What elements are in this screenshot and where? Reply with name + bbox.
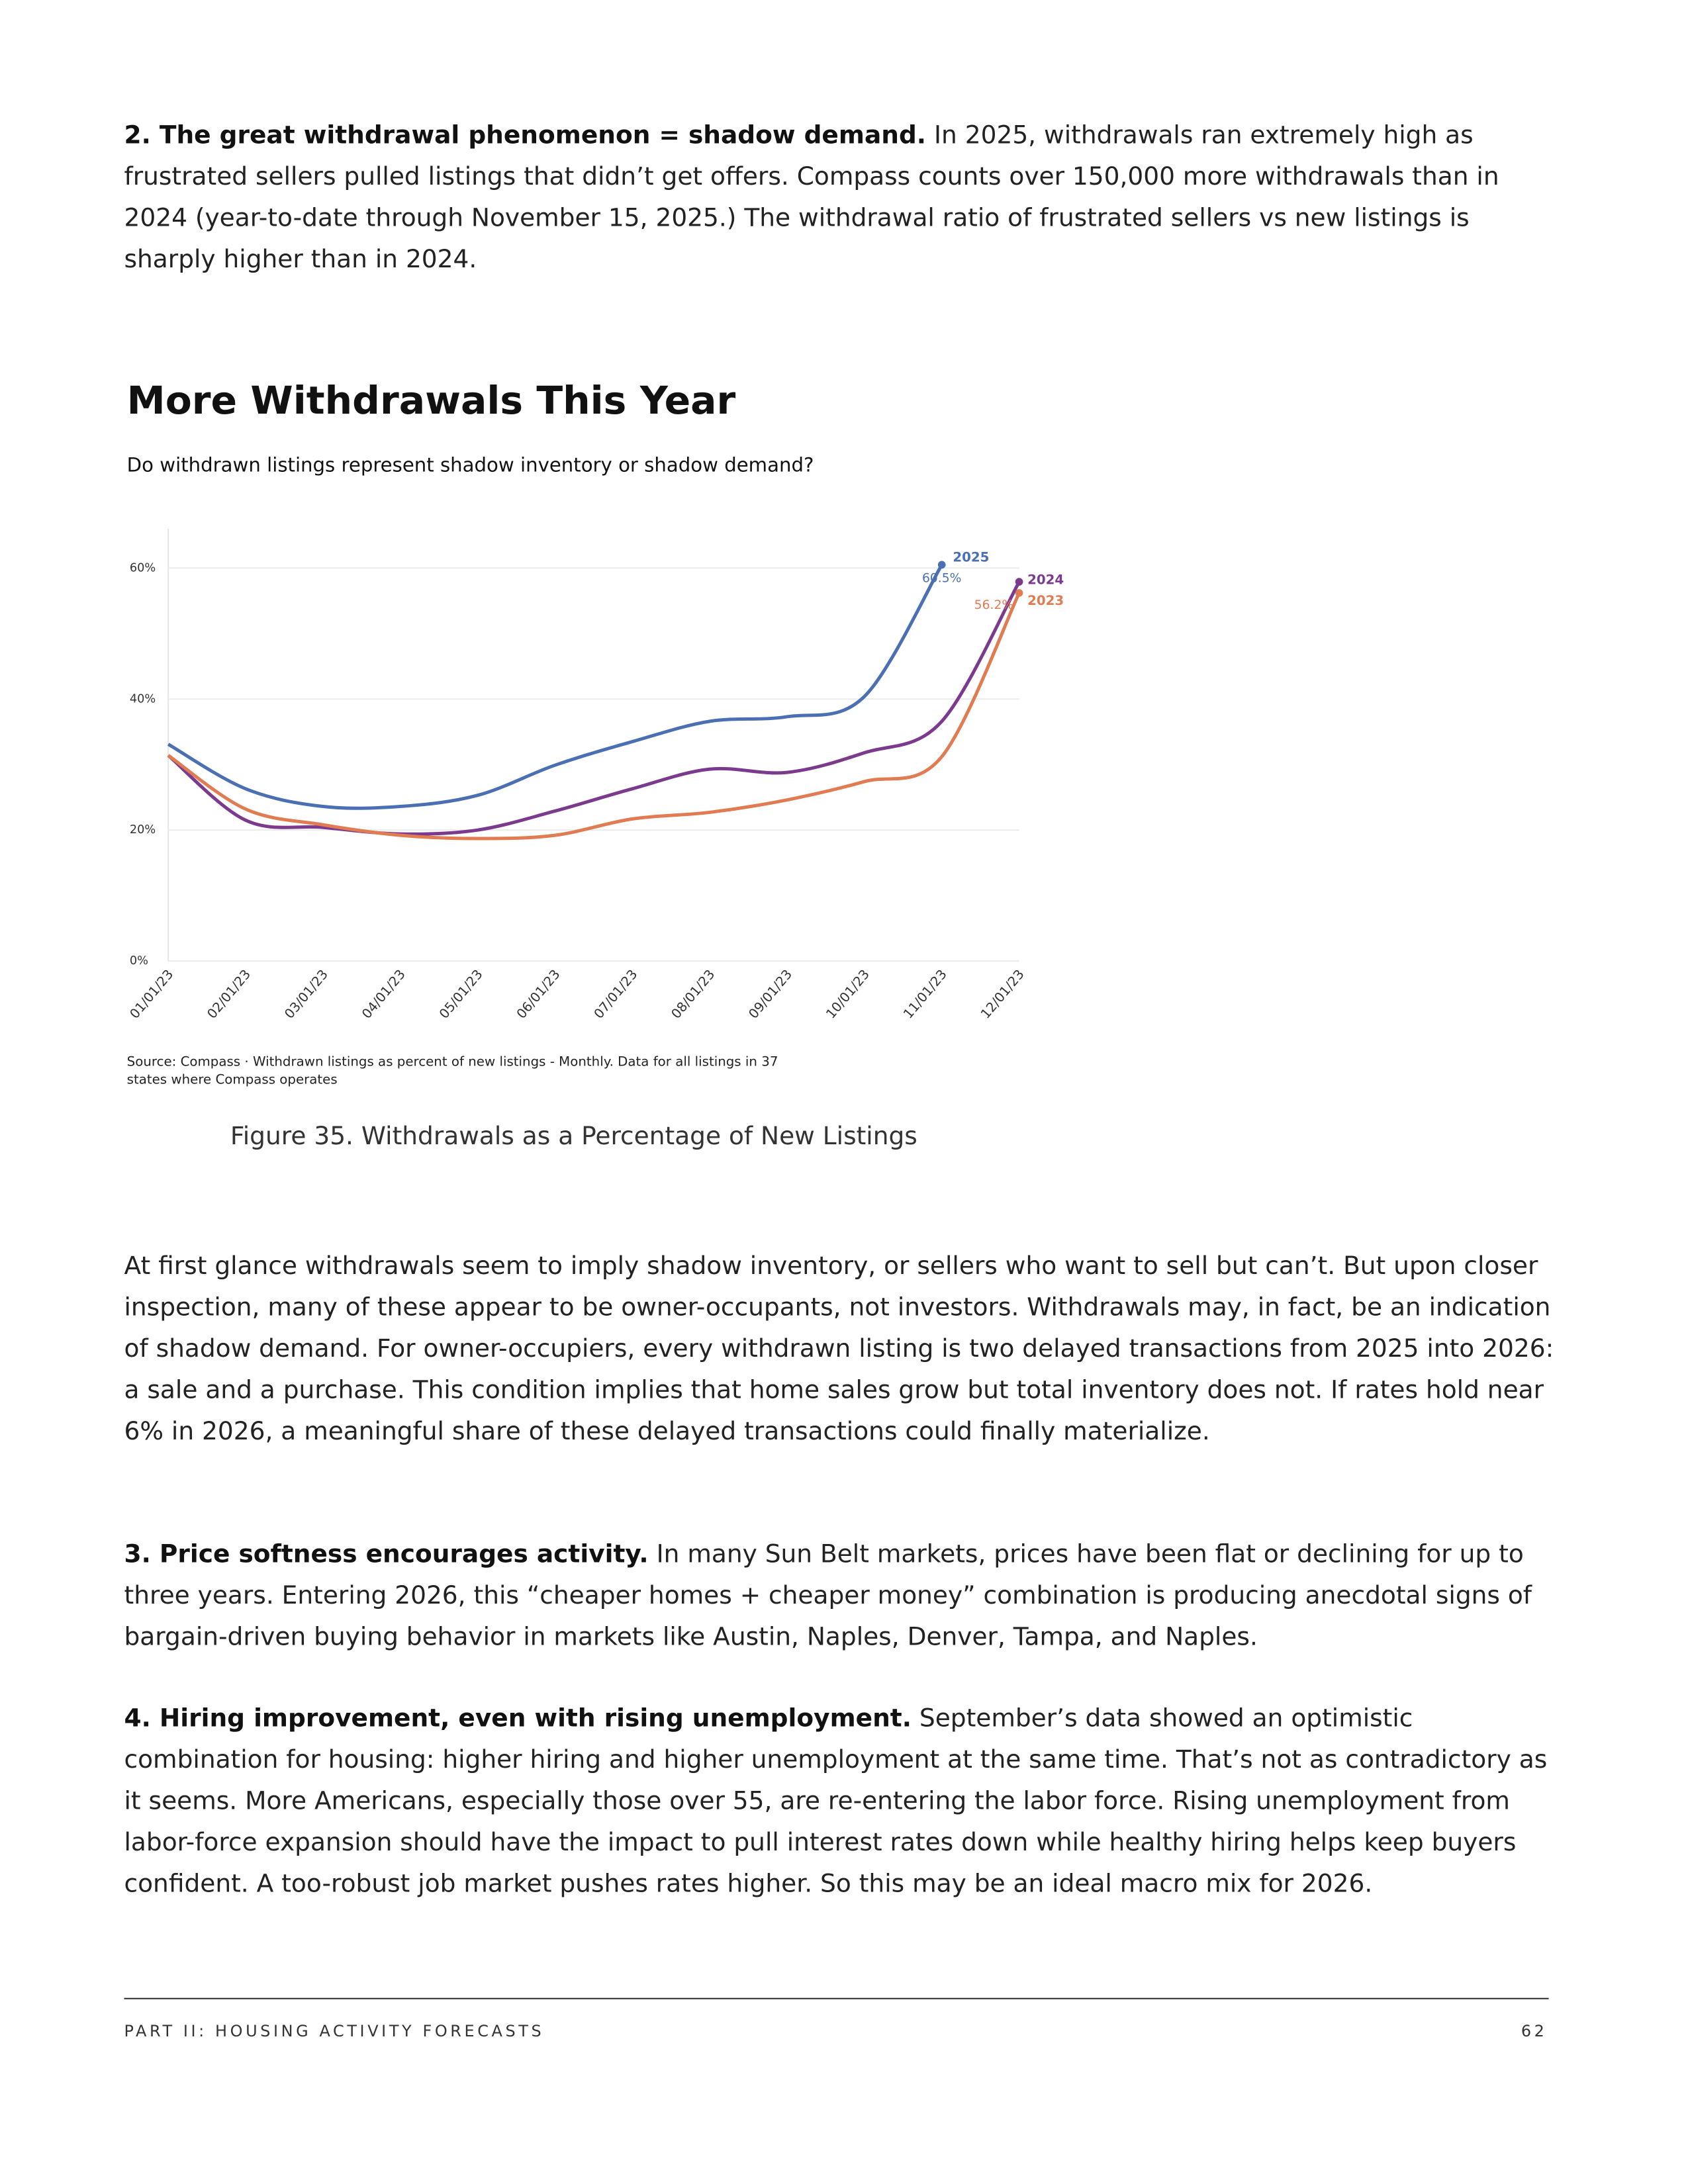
paragraph-text: September’s data showed an optimistic co… [124, 1704, 1548, 1899]
x-tick-label: 02/01/23 [205, 967, 254, 1022]
page-number: 62 [1521, 2021, 1548, 2041]
footer-rule [124, 1997, 1549, 1999]
chart-subtitle: Do withdrawn listings represent shadow i… [126, 455, 814, 477]
x-tick-label: 01/01/23 [127, 967, 177, 1022]
y-tick-label: 40% [130, 692, 156, 705]
chart: 0% 20% 40% 60% 01/01/23 02/01/23 03/01/23 04/01… [127, 528, 1064, 1022]
figure-caption: Figure 35. Withdrawals as a Percentage o… [230, 1122, 917, 1152]
paragraph-lead: 4. Hiring improvement, even with rising … [124, 1704, 912, 1733]
end-point [937, 561, 946, 569]
x-tick-label: 07/01/23 [591, 967, 641, 1022]
end-point [1015, 578, 1023, 586]
paragraph: 4. Hiring improvement, even with rising … [124, 1699, 1559, 1906]
paragraph: At first glance withdrawals seem to impl… [124, 1246, 1559, 1453]
y-tick-label: 0% [130, 954, 148, 968]
x-tick-label: 08/01/23 [669, 967, 718, 1022]
series-line [167, 580, 1021, 836]
paragraph-text: In 2025, withdrawals ran extremely high … [124, 121, 1499, 275]
paragraph-lead: 2. The great withdrawal phenomenon = sha… [124, 121, 927, 151]
paragraph-lead: 3. Price softness encourages activity. [124, 1540, 649, 1569]
end-point [1015, 589, 1023, 597]
x-tick-label: 10/01/23 [823, 967, 872, 1022]
series-line [167, 592, 1021, 841]
paragraph: 2. The great withdrawal phenomenon = sha… [124, 116, 1559, 281]
x-tick-label: 11/01/23 [900, 967, 950, 1022]
y-tick-label: 60% [130, 561, 156, 574]
x-tick-label: 06/01/23 [514, 967, 563, 1022]
series-label: 2024 [1027, 572, 1064, 588]
series-label: 2025 [953, 549, 989, 565]
x-tick-label: 05/01/23 [436, 967, 486, 1022]
chart-title: More Withdrawals This Year [126, 377, 736, 424]
x-tick-label: 03/01/23 [281, 967, 331, 1022]
y-tick-label: 20% [130, 823, 156, 837]
paragraph: 3. Price softness encourages activity. I… [124, 1535, 1559, 1659]
chart-source: Source: Compass · Withdrawn listings as … [126, 1054, 778, 1088]
paragraph-text: At first glance withdrawals seem to impl… [124, 1251, 1554, 1447]
paragraph-text: In many Sun Belt markets, prices have be… [124, 1540, 1532, 1652]
series-line [167, 564, 943, 810]
x-tick-label: 04/01/23 [359, 967, 408, 1022]
value-label: 56.2% [974, 598, 1014, 612]
footer-section: PART II: HOUSING ACTIVITY FORECASTS [124, 2021, 545, 2041]
series-label: 2023 [1027, 593, 1064, 608]
x-tick-label: 12/01/23 [978, 967, 1027, 1022]
x-tick-label: 09/01/23 [745, 967, 795, 1022]
value-label: 60.5% [922, 572, 962, 586]
